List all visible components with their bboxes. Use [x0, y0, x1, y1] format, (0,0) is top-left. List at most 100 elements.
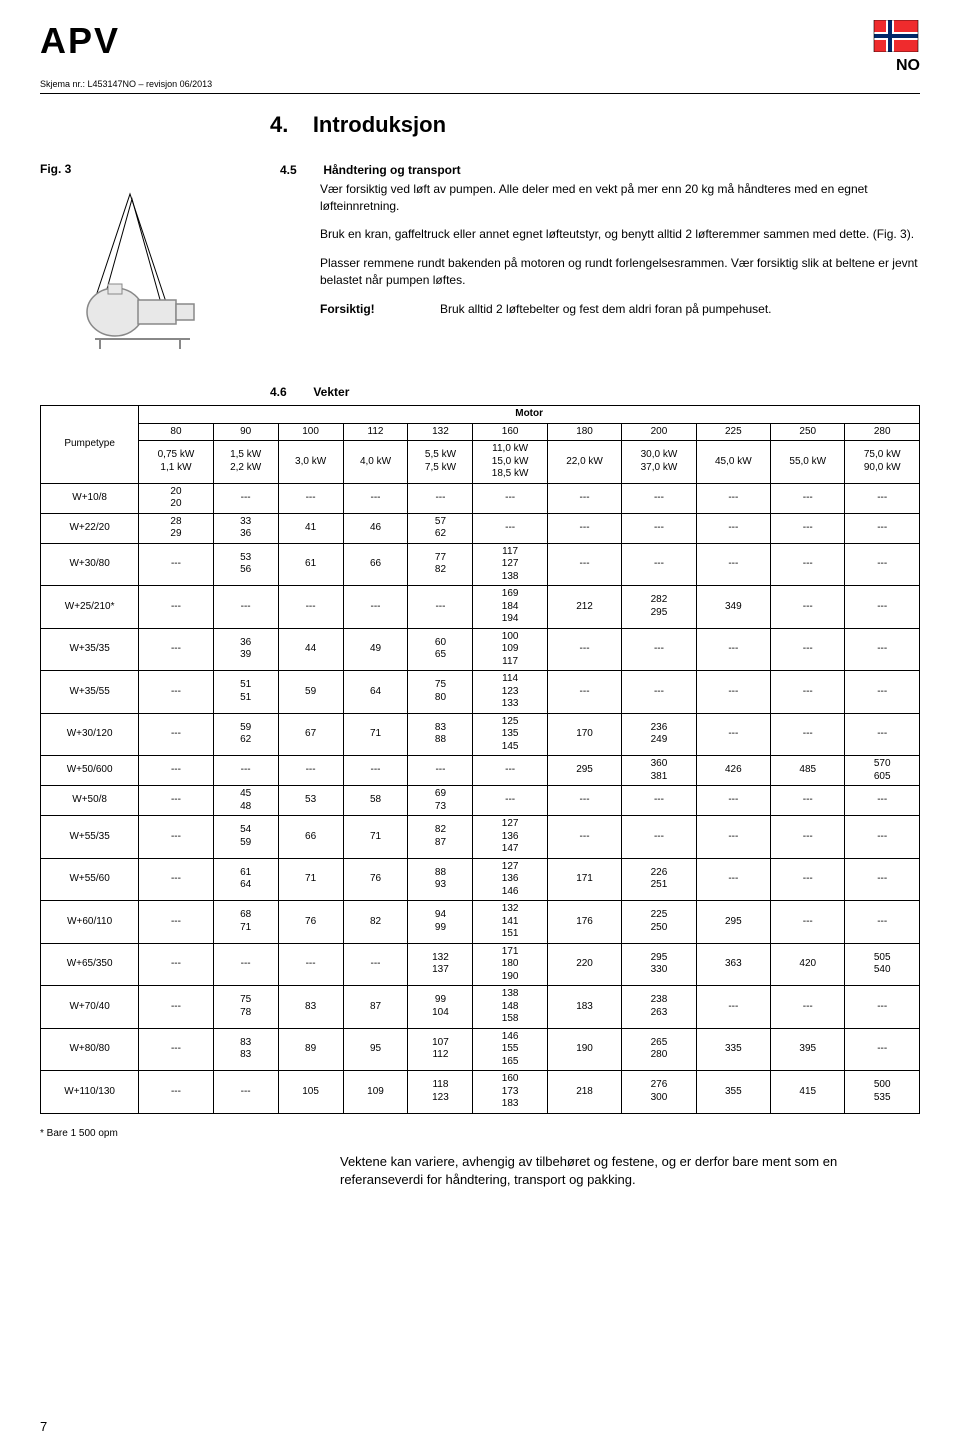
weights-table-head: Pumpetype Motor 809010011213216018020022… [41, 406, 920, 484]
table-cell: --- [139, 713, 213, 756]
table-cell: 118123 [408, 1071, 473, 1114]
table-cell: 127136147 [473, 816, 547, 859]
table-cell: --- [213, 586, 278, 629]
col-size: 250 [771, 423, 845, 441]
table-cell: 176 [547, 901, 621, 944]
content-columns: Fig. 3 4.5 Håndtering og transport Vær f… [40, 162, 920, 367]
col-kw: 75,0 kW90,0 kW [845, 441, 920, 484]
table-cell: --- [771, 543, 845, 586]
table-cell: --- [845, 628, 920, 671]
table-cell: 71 [343, 816, 408, 859]
table-cell: 76 [278, 901, 343, 944]
table-cell: --- [696, 786, 770, 816]
table-cell: --- [696, 858, 770, 901]
table-cell: --- [343, 943, 408, 986]
table-cell: --- [343, 756, 408, 786]
table-cell: 59 [278, 671, 343, 714]
table-cell: --- [473, 756, 547, 786]
table-cell: --- [278, 586, 343, 629]
table-cell: --- [139, 986, 213, 1029]
table-cell: 109 [343, 1071, 408, 1114]
figure-label: Fig. 3 [40, 162, 260, 176]
table-cell: 58 [343, 786, 408, 816]
table-cell: 132141151 [473, 901, 547, 944]
table-cell: 82 [343, 901, 408, 944]
table-cell: 238263 [622, 986, 696, 1029]
table-cell: 363 [696, 943, 770, 986]
table-cell: 8287 [408, 816, 473, 859]
col-size: 80 [139, 423, 213, 441]
column-size-row: 8090100112132160180200225250280 [41, 423, 920, 441]
table-cell: 64 [343, 671, 408, 714]
table-cell: --- [139, 1028, 213, 1071]
sub45-para1: Vær forsiktig ved løft av pumpen. Alle d… [320, 181, 920, 215]
table-cell: --- [139, 671, 213, 714]
row-label: W+65/350 [41, 943, 139, 986]
table-cell: 500535 [845, 1071, 920, 1114]
table-cell: 505540 [845, 943, 920, 986]
col-size: 225 [696, 423, 770, 441]
table-cell: 3639 [213, 628, 278, 671]
table-cell: 236249 [622, 713, 696, 756]
table-cell: 295330 [622, 943, 696, 986]
table-cell: 117127138 [473, 543, 547, 586]
table-cell: --- [845, 586, 920, 629]
table-cell: --- [696, 986, 770, 1029]
table-cell: 76 [343, 858, 408, 901]
col-size: 180 [547, 423, 621, 441]
table-cell: 6871 [213, 901, 278, 944]
table-row: W+65/350------------13213717118019022029… [41, 943, 920, 986]
table-row: W+10/82020------------------------------ [41, 483, 920, 513]
pumpetype-header: Pumpetype [41, 406, 139, 484]
table-cell: --- [696, 816, 770, 859]
table-cell: --- [771, 816, 845, 859]
row-label: W+30/120 [41, 713, 139, 756]
table-cell: --- [213, 943, 278, 986]
row-label: W+110/130 [41, 1071, 139, 1114]
table-cell: 89 [278, 1028, 343, 1071]
col-kw: 22,0 kW [547, 441, 621, 484]
table-cell: 44 [278, 628, 343, 671]
sub46-number: 4.6 [270, 385, 310, 399]
table-cell: --- [845, 543, 920, 586]
table-cell: 5356 [213, 543, 278, 586]
table-cell: --- [845, 513, 920, 543]
table-row: W+30/80---535661667782117127138---------… [41, 543, 920, 586]
table-cell: 114123133 [473, 671, 547, 714]
column-kw-row: 0,75 kW1,1 kW1,5 kW2,2 kW3,0 kW4,0 kW5,5… [41, 441, 920, 484]
weights-table: Pumpetype Motor 809010011213216018020022… [40, 405, 920, 1114]
row-label: W+25/210* [41, 586, 139, 629]
table-cell: 71 [278, 858, 343, 901]
header-divider [40, 93, 920, 94]
table-cell: 105 [278, 1071, 343, 1114]
table-row: W+30/120---59626771838812513514517023624… [41, 713, 920, 756]
col-kw: 11,0 kW15,0 kW18,5 kW [473, 441, 547, 484]
col-size: 100 [278, 423, 343, 441]
col-kw: 4,0 kW [343, 441, 408, 484]
table-cell: 61 [278, 543, 343, 586]
table-cell: 5151 [213, 671, 278, 714]
table-cell: 171180190 [473, 943, 547, 986]
country-code: NO [872, 57, 920, 75]
table-row: W+50/600------------------29536038142648… [41, 756, 920, 786]
table-cell: --- [771, 986, 845, 1029]
row-label: W+30/80 [41, 543, 139, 586]
table-cell: --- [213, 1071, 278, 1114]
table-cell: --- [473, 513, 547, 543]
table-cell: --- [845, 858, 920, 901]
table-cell: 67 [278, 713, 343, 756]
table-cell: 53 [278, 786, 343, 816]
table-cell: 171 [547, 858, 621, 901]
table-cell: --- [547, 513, 621, 543]
table-cell: 225250 [622, 901, 696, 944]
table-cell: 6973 [408, 786, 473, 816]
motor-header: Motor [139, 406, 920, 424]
col-size: 132 [408, 423, 473, 441]
table-cell: --- [278, 756, 343, 786]
table-cell: 2829 [139, 513, 213, 543]
table-cell: 125135145 [473, 713, 547, 756]
table-row: W+60/110---68717682949913214115117622525… [41, 901, 920, 944]
table-cell: --- [845, 986, 920, 1029]
table-cell: 138148158 [473, 986, 547, 1029]
table-cell: 5762 [408, 513, 473, 543]
